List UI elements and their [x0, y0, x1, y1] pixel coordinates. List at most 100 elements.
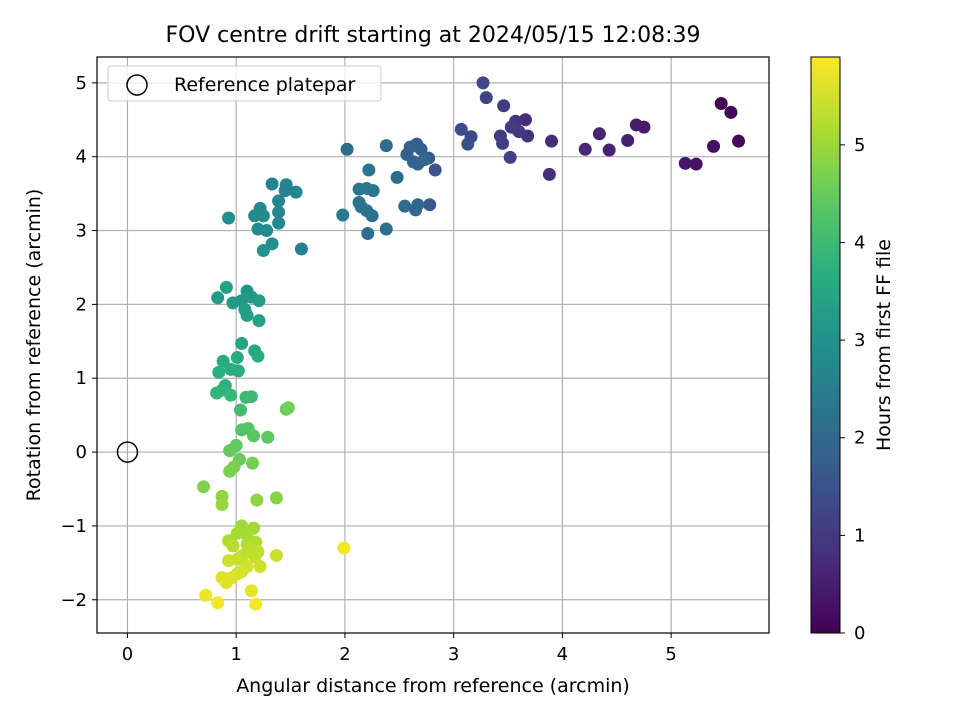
data-point [260, 224, 274, 238]
data-point [252, 314, 266, 328]
data-point [222, 554, 236, 568]
colorbar-tick-label: 4 [854, 232, 865, 253]
data-point [248, 550, 262, 564]
legend: Reference platepar [107, 65, 382, 102]
y-tick-label: 2 [76, 294, 87, 315]
data-point [211, 291, 225, 305]
data-point [244, 390, 258, 404]
data-point [417, 153, 431, 167]
data-point [398, 199, 412, 213]
data-point [714, 97, 728, 111]
data-point [592, 127, 606, 141]
data-point [411, 198, 425, 212]
data-point [337, 541, 351, 555]
data-point [234, 403, 248, 417]
data-point [602, 143, 616, 157]
x-tick-label: 3 [448, 644, 459, 665]
data-point [414, 142, 428, 156]
colorbar-ticks: 0 1 2 3 4 5 [840, 135, 865, 644]
colorbar: 0 1 2 3 4 5 Hours from first FF file [810, 56, 895, 644]
data-point [361, 226, 375, 240]
colorbar-tick-label: 2 [854, 428, 865, 449]
data-point [545, 134, 559, 148]
data-point [261, 430, 275, 444]
data-point [724, 105, 738, 119]
y-axis-label: Rotation from reference (arcmin) [23, 189, 45, 502]
data-point [197, 480, 211, 494]
data-point [249, 597, 263, 611]
data-point [578, 142, 592, 156]
data-point [707, 139, 721, 153]
data-point [272, 205, 286, 219]
data-points [116, 76, 746, 611]
data-point [219, 576, 233, 590]
data-point [199, 588, 213, 602]
data-point [379, 222, 393, 236]
data-point [454, 122, 468, 136]
data-point [390, 170, 404, 184]
data-point [732, 134, 746, 148]
data-point [244, 584, 258, 598]
data-point [210, 386, 224, 400]
data-point [479, 91, 493, 105]
colorbar-label: Hours from first FF file [873, 239, 895, 451]
data-point [354, 200, 368, 214]
y-tick-label: 0 [76, 442, 87, 463]
data-point [272, 194, 286, 208]
y-tick-label: 4 [76, 147, 87, 168]
data-point [503, 150, 517, 164]
data-point [379, 139, 393, 153]
data-point [223, 444, 237, 458]
data-point [269, 548, 283, 562]
data-point [235, 337, 249, 351]
data-point [223, 464, 237, 478]
y-tick-label: −1 [60, 516, 87, 537]
data-point [678, 156, 692, 170]
data-point [542, 167, 556, 181]
reference-platepar-marker [116, 441, 139, 463]
legend-box [107, 65, 382, 102]
data-point [222, 211, 236, 225]
colorbar-tick-label: 5 [854, 135, 865, 156]
data-point [272, 216, 286, 230]
data-point [281, 401, 295, 415]
x-tick-label: 0 [122, 644, 133, 665]
x-tick-label: 5 [665, 644, 676, 665]
data-point [252, 294, 266, 308]
data-point [362, 163, 376, 177]
data-point [235, 423, 249, 437]
data-point [366, 184, 380, 198]
data-point [245, 456, 259, 470]
data-point [340, 142, 354, 156]
data-point [294, 242, 308, 256]
legend-marker [126, 74, 148, 96]
data-point [504, 120, 518, 134]
y-tick-label: −2 [60, 590, 87, 611]
y-tick-label: 3 [76, 221, 87, 242]
data-point [247, 429, 261, 443]
data-point [253, 560, 267, 574]
data-point [226, 296, 240, 310]
data-point [215, 498, 229, 512]
data-point [689, 157, 703, 171]
data-point [621, 133, 635, 147]
data-point [231, 364, 245, 378]
data-point [269, 491, 283, 505]
x-tick-label: 4 [557, 644, 568, 665]
x-axis-label: Angular distance from reference (arcmin) [236, 675, 630, 697]
data-point [428, 163, 442, 177]
data-point [216, 354, 230, 368]
data-point [250, 493, 264, 507]
data-point [211, 596, 225, 610]
data-point [212, 365, 226, 379]
legend-label: Reference platepar [174, 74, 356, 96]
data-point [230, 526, 244, 540]
data-point [256, 209, 270, 223]
data-point [476, 76, 490, 90]
data-point [336, 208, 350, 222]
data-point [240, 308, 254, 322]
data-point [240, 528, 254, 542]
y-tick-label: 1 [76, 368, 87, 389]
data-point [461, 137, 475, 151]
